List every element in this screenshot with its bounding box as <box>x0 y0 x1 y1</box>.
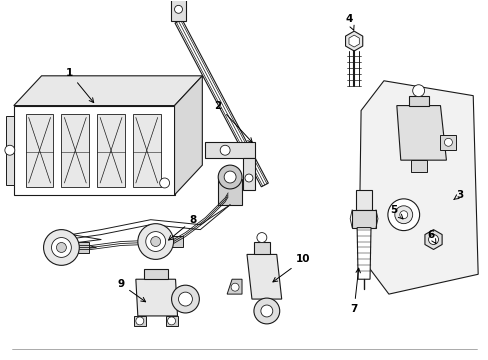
Polygon shape <box>226 279 242 294</box>
Polygon shape <box>218 179 242 205</box>
Polygon shape <box>253 242 269 255</box>
Circle shape <box>394 206 412 224</box>
Text: 9: 9 <box>117 279 145 302</box>
Circle shape <box>145 231 165 251</box>
Polygon shape <box>75 242 89 253</box>
Polygon shape <box>356 228 370 279</box>
Circle shape <box>178 292 192 306</box>
Circle shape <box>51 238 71 257</box>
Circle shape <box>244 174 252 182</box>
Polygon shape <box>26 113 53 187</box>
Polygon shape <box>170 0 186 21</box>
Circle shape <box>427 235 438 244</box>
Text: 3: 3 <box>453 190 463 200</box>
Polygon shape <box>14 76 202 105</box>
Text: 10: 10 <box>272 255 310 282</box>
Circle shape <box>220 145 230 155</box>
Circle shape <box>412 85 424 96</box>
Circle shape <box>43 230 79 265</box>
Circle shape <box>256 233 266 243</box>
Circle shape <box>174 5 182 13</box>
Polygon shape <box>174 76 202 195</box>
Polygon shape <box>136 279 177 316</box>
Polygon shape <box>358 81 477 294</box>
Circle shape <box>231 283 239 291</box>
Polygon shape <box>345 31 362 51</box>
Text: 1: 1 <box>65 68 94 103</box>
Circle shape <box>444 138 451 146</box>
Circle shape <box>224 171 236 183</box>
Polygon shape <box>440 135 455 150</box>
Circle shape <box>150 237 161 247</box>
Polygon shape <box>351 210 375 228</box>
Circle shape <box>138 224 173 260</box>
Polygon shape <box>97 113 124 187</box>
Polygon shape <box>355 190 371 210</box>
Polygon shape <box>243 158 254 190</box>
Polygon shape <box>134 316 145 326</box>
Text: 7: 7 <box>350 268 360 314</box>
Polygon shape <box>14 105 174 195</box>
Circle shape <box>160 178 169 188</box>
Polygon shape <box>143 269 167 279</box>
Polygon shape <box>396 105 446 160</box>
Polygon shape <box>408 96 427 105</box>
Polygon shape <box>169 235 183 247</box>
Polygon shape <box>410 160 426 172</box>
Polygon shape <box>61 113 89 187</box>
Text: 5: 5 <box>389 205 402 219</box>
Circle shape <box>260 305 272 317</box>
Circle shape <box>399 211 407 219</box>
Polygon shape <box>6 116 14 185</box>
Circle shape <box>387 199 419 231</box>
Polygon shape <box>133 113 161 187</box>
Polygon shape <box>246 255 281 299</box>
Circle shape <box>56 243 66 252</box>
Polygon shape <box>424 230 441 249</box>
Circle shape <box>253 298 279 324</box>
Polygon shape <box>205 142 254 158</box>
Text: 4: 4 <box>345 14 353 30</box>
Circle shape <box>167 317 175 325</box>
Text: 2: 2 <box>214 100 252 143</box>
Polygon shape <box>175 19 268 187</box>
Circle shape <box>136 317 143 325</box>
Circle shape <box>218 165 242 189</box>
Text: 6: 6 <box>426 230 435 244</box>
Polygon shape <box>348 35 359 47</box>
Circle shape <box>5 145 15 155</box>
Text: 8: 8 <box>168 215 197 240</box>
Circle shape <box>171 285 199 313</box>
Polygon shape <box>165 316 177 326</box>
